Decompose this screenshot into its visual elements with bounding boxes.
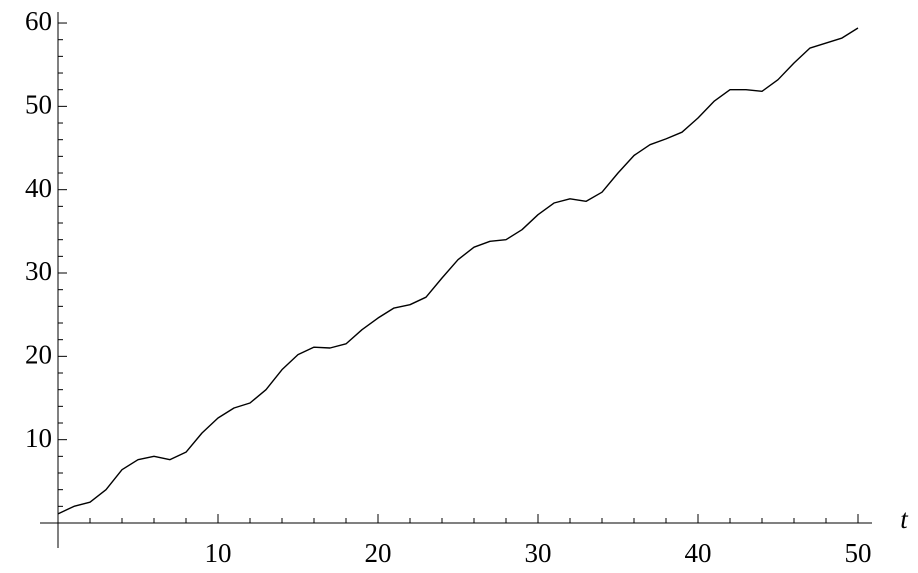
line-series	[57, 27, 859, 515]
y-tick-label: 10	[25, 423, 52, 453]
y-tick-label: 60	[25, 6, 52, 36]
y-tick-label: 20	[25, 340, 52, 370]
x-tick-label: 30	[525, 538, 552, 568]
x-tick-label: 10	[205, 538, 232, 568]
y-tick-label: 30	[25, 256, 52, 286]
x-axis-label: t	[900, 504, 909, 534]
x-tick-label: 40	[685, 538, 712, 568]
x-tick-label: 20	[365, 538, 392, 568]
y-tick-label: 50	[25, 90, 52, 120]
x-tick-label: 50	[845, 538, 872, 568]
y-tick-label: 40	[25, 173, 52, 203]
